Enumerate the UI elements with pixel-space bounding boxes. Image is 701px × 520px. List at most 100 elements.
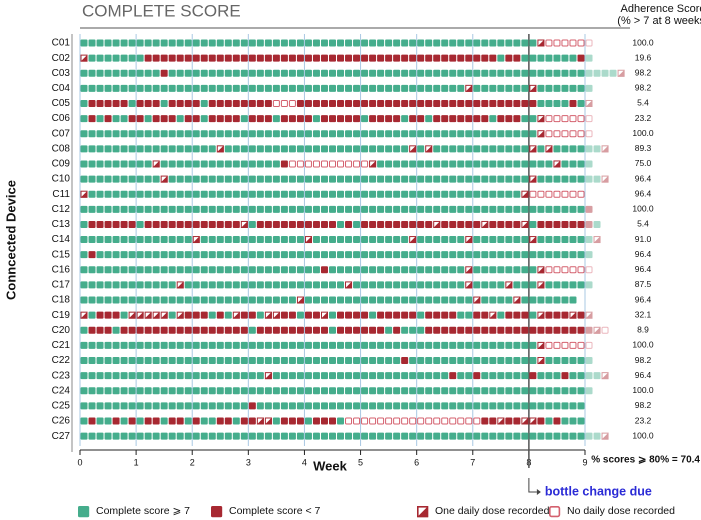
cell-fill [120,236,128,244]
cell-fill [240,266,248,274]
cell-fill [320,251,328,259]
day-cell [112,402,120,410]
cell-fill [553,372,561,380]
cell-fill [369,251,377,259]
cell-fill [377,251,385,259]
day-cell [561,205,569,213]
day-cell [224,84,232,92]
cell-fill [513,115,521,123]
day-cell [88,266,96,274]
day-cell [136,130,144,138]
cell-fill [144,266,152,274]
day-cell [192,251,200,259]
cell-fill [393,387,401,395]
cell-half [136,311,144,319]
cell-half [521,190,529,198]
day-cell [497,326,505,334]
day-cell [80,130,88,138]
cell-fill [513,145,521,153]
day-cell [240,84,248,92]
cell-fill [553,432,561,440]
row-label: C18 [52,295,71,306]
day-cell [425,145,433,153]
day-cell [184,402,192,410]
day-cell [280,69,288,77]
cell-fill [96,190,104,198]
cell-fill [232,39,240,47]
cell-half [497,417,505,425]
day-cell [377,175,385,183]
cell-fill [112,357,120,365]
day-cell [104,296,112,304]
cell-fill [409,432,417,440]
cell-fill [497,175,505,183]
adherence-value: 100.0 [632,385,654,395]
day-cell [160,99,168,107]
cell-fill [128,387,136,395]
cell-fill [296,130,304,138]
day-cell [264,69,272,77]
cell-fill [176,432,184,440]
day-cell [497,281,505,289]
cell-fill [96,326,104,334]
bottle-change-label: bottle change due [545,484,652,498]
cell-fill [561,145,569,153]
cell-fill [385,341,393,349]
day-cell [136,54,144,62]
day-cell [465,205,473,213]
cell-fill [473,190,481,198]
day-cell [264,251,272,259]
day-cell [296,357,304,365]
day-cell [457,372,465,380]
day-cell [521,296,529,304]
cell-fill [144,296,152,304]
cell-fill [224,39,232,47]
day-cell [345,130,353,138]
day-cell [577,54,585,62]
cell-fill [120,39,128,47]
cell-half [296,296,304,304]
cell-fill [369,432,377,440]
day-cell [545,175,553,183]
day-cell [601,432,609,440]
day-cell [200,432,208,440]
adherence-value: 100.0 [632,37,654,47]
day-cell [329,190,336,198]
cell-box [561,115,569,123]
cell-fill [529,281,537,289]
cell-fill [329,130,336,138]
day-cell [369,205,377,213]
cell-fill [128,160,136,168]
cell-fill [401,266,409,274]
cell-fill [577,236,585,244]
day-cell [200,115,208,123]
cell-fill [112,190,120,198]
day-cell [537,54,545,62]
day-cell [473,251,481,259]
cell-half [264,417,272,425]
day-cell [425,99,433,107]
day-cell [168,145,176,153]
cell-fill [128,281,136,289]
cell-fill [529,432,537,440]
cell-box [401,417,409,425]
day-cell [441,54,449,62]
day-cell [329,417,336,425]
day-cell [216,417,224,425]
cell-fill [96,281,104,289]
day-cell [385,357,393,365]
cell-fill [553,251,561,259]
day-cell [120,54,128,62]
day-cell [248,417,256,425]
cell-fill [152,357,160,365]
cell-fill [192,311,200,319]
cell-fill [80,326,88,334]
cell-fill [240,326,248,334]
day-cell [577,145,585,153]
cell-fill [224,341,232,349]
cell-fill [457,39,465,47]
cell-half [80,311,88,319]
cell-fill [457,326,465,334]
cell-fill [184,417,192,425]
cell-fill [208,432,216,440]
